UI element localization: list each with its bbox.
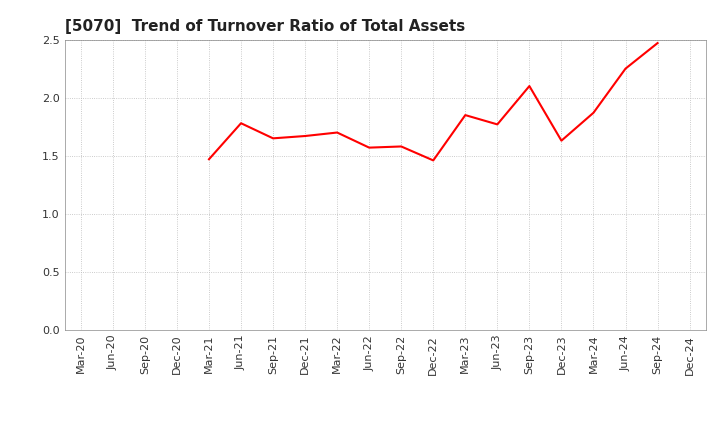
Text: [5070]  Trend of Turnover Ratio of Total Assets: [5070] Trend of Turnover Ratio of Total … — [65, 19, 465, 34]
